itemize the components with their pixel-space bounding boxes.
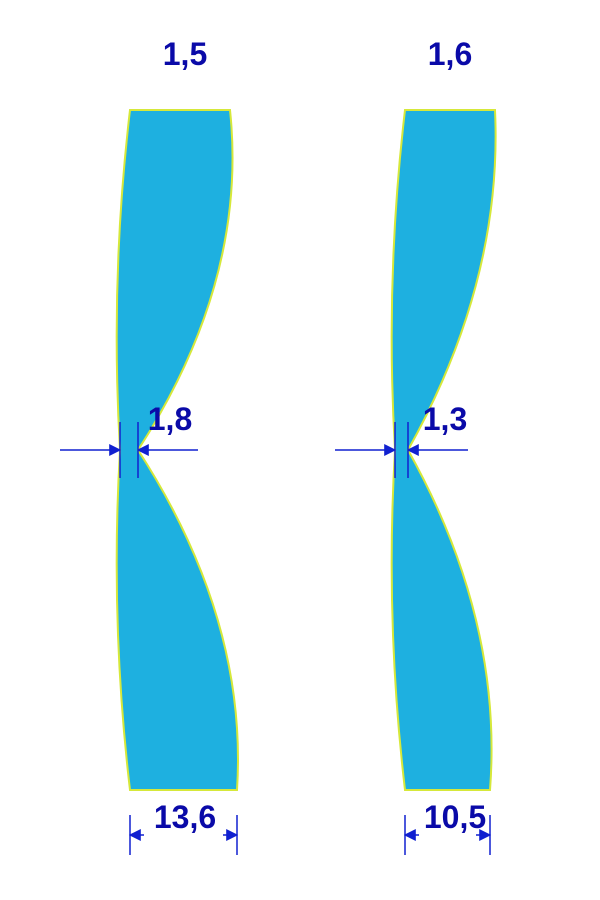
bottom-width-label-right: 10,5 [424, 799, 486, 835]
center-thickness-label-right: 1,3 [423, 401, 467, 437]
lens-title-left: 1,5 [163, 36, 207, 72]
bottom-width-label-left: 13,6 [154, 799, 216, 835]
lens-comparison-diagram: 1,5 1,8 13,6 1,6 1,3 10,5 [0, 0, 600, 900]
center-thickness-label-left: 1,8 [148, 401, 192, 437]
lens-left: 1,5 1,8 13,6 [60, 36, 238, 855]
lens-right: 1,6 1,3 10,5 [335, 36, 496, 855]
lens-title-right: 1,6 [428, 36, 472, 72]
